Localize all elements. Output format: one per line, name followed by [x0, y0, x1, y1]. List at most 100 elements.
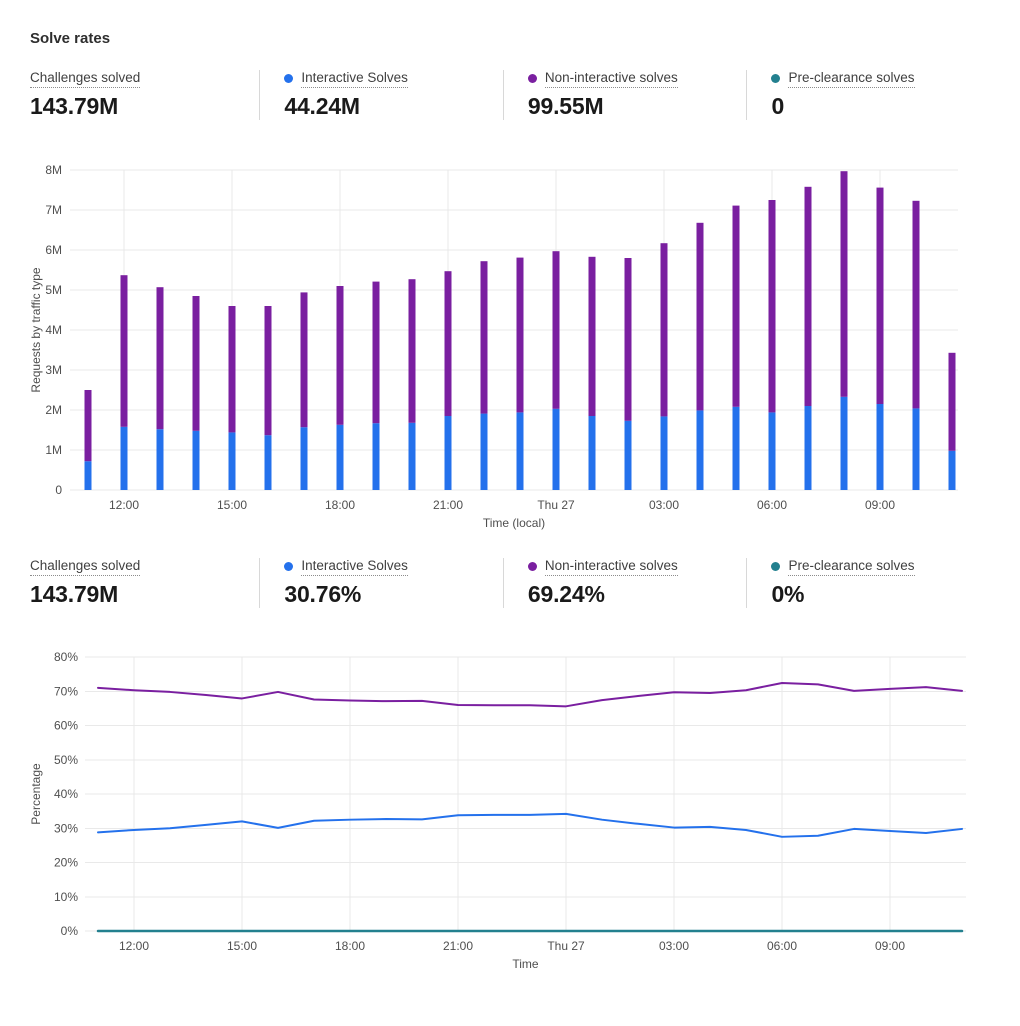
bar-segment	[300, 427, 308, 490]
stat-label-challenges-solved[interactable]: Challenges solved	[30, 558, 141, 576]
stat-label-non-interactive-solves[interactable]: Non-interactive solves	[544, 558, 678, 576]
y-tick-label: 10%	[54, 890, 78, 904]
bar-segment	[552, 251, 560, 409]
y-tick-label: 70%	[54, 684, 78, 698]
y-tick-label: 80%	[54, 650, 78, 664]
stat-label-interactive-solves[interactable]: Interactive Solves	[301, 558, 408, 576]
y-tick-label: 6M	[45, 243, 62, 257]
stats-row-counts: Challenges solved 143.79M Interactive So…	[30, 70, 990, 120]
y-tick-label: 0	[55, 483, 62, 497]
solve-rates-page: Solve rates Challenges solved 143.79M In…	[0, 30, 1020, 976]
solve-percentage-chart[interactable]: 0% 10% 20% 30% 40% 50% 60% 70% 80% 12:00 15:00 18:0…	[0, 646, 1020, 976]
stat-value-challenges-solved: 143.79M	[30, 93, 119, 119]
bar-segment	[480, 413, 488, 490]
y-axis-title: Requests by traffic type	[29, 267, 43, 393]
bar-segment	[552, 408, 560, 490]
y-tick-label: 30%	[54, 821, 78, 835]
bar-segment	[840, 396, 848, 490]
non-interactive-solves-dot-icon	[527, 562, 537, 571]
x-tick-label: 21:00	[443, 939, 473, 953]
bar-segment	[624, 420, 632, 490]
x-axis-title: Time	[512, 957, 539, 971]
x-tick-label: 06:00	[767, 939, 797, 953]
bar-segment	[408, 422, 416, 490]
stat-value-non-interactive-solves-pct: 69.24%	[527, 581, 605, 607]
stat-label-interactive-solves[interactable]: Interactive Solves	[301, 70, 408, 88]
x-tick-label: 06:00	[757, 498, 787, 512]
bar-segment	[660, 416, 668, 490]
bar-segment	[408, 279, 416, 423]
stat-pre-clearance-solves-pct: Pre-clearance solves 0%	[746, 558, 990, 608]
y-tick-label: 4M	[45, 323, 62, 337]
bar-segment	[300, 292, 308, 428]
y-axis-title: Percentage	[29, 763, 43, 825]
y-tick-label: 3M	[45, 363, 62, 377]
stat-interactive-solves: Interactive Solves 44.24M	[259, 70, 503, 120]
bar-segment	[588, 256, 596, 416]
y-tick-label: 7M	[45, 203, 62, 217]
bar-segment	[480, 261, 488, 414]
bar-segment	[588, 416, 596, 490]
stat-label-pre-clearance-solves[interactable]: Pre-clearance solves	[788, 558, 915, 576]
x-tick-label: 18:00	[335, 939, 365, 953]
stat-interactive-solves-pct: Interactive Solves 30.76%	[259, 558, 503, 608]
bar-segment	[336, 286, 344, 425]
x-tick-label: 12:00	[119, 939, 149, 953]
stat-challenges-solved: Challenges solved 143.79M	[30, 70, 259, 120]
non-interactive-solves-dot-icon	[527, 74, 537, 83]
x-tick-label: Thu 27	[547, 939, 585, 953]
y-tick-label: 0%	[61, 924, 79, 938]
bar-segment	[120, 426, 128, 490]
stat-label-challenges-solved[interactable]: Challenges solved	[30, 70, 141, 88]
y-tick-label: 5M	[45, 283, 62, 297]
requests-by-traffic-type-chart[interactable]: 0 1M 2M 3M 4M 5M 6M 7M 8M 12:00 15:00 18:00 21:00 Thu…	[0, 150, 1020, 536]
bar-segment	[192, 430, 200, 490]
y-tick-label: 2M	[45, 403, 62, 417]
bar-segment	[516, 257, 524, 413]
stat-value-interactive-solves: 44.24M	[284, 93, 360, 119]
pre-clearance-solves-dot-icon	[771, 74, 781, 83]
x-tick-label: 15:00	[217, 498, 247, 512]
stat-value-pre-clearance-solves-pct: 0%	[771, 581, 805, 607]
bar-segment	[768, 200, 776, 413]
bar-segment	[840, 171, 848, 397]
x-tick-label: 12:00	[109, 498, 139, 512]
bar-segment	[444, 271, 452, 416]
y-tick-label: 20%	[54, 856, 78, 870]
stat-value-pre-clearance-solves: 0	[771, 93, 785, 119]
stat-non-interactive-solves-pct: Non-interactive solves 69.24%	[502, 558, 747, 608]
bar-segment	[84, 390, 92, 462]
x-tick-label: Thu 27	[537, 498, 575, 512]
stat-pre-clearance-solves: Pre-clearance solves 0	[746, 70, 990, 120]
bar-segment	[660, 243, 668, 417]
stats-row-percentages: Challenges solved 143.79M Interactive So…	[30, 558, 990, 608]
bar-segment	[948, 352, 956, 451]
series-line	[97, 682, 963, 708]
page-title: Solve rates	[30, 30, 111, 47]
series-line	[97, 812, 963, 838]
bar-segment	[192, 296, 200, 431]
bar-segment	[264, 435, 272, 490]
bar-segment	[156, 429, 164, 490]
bar-segment	[696, 222, 704, 411]
y-tick-label: 50%	[54, 753, 78, 767]
stat-label-non-interactive-solves[interactable]: Non-interactive solves	[544, 70, 678, 88]
y-tick-label: 40%	[54, 787, 78, 801]
stat-label-pre-clearance-solves[interactable]: Pre-clearance solves	[788, 70, 915, 88]
bar-segment	[228, 306, 236, 433]
bar-segment	[372, 281, 380, 424]
x-tick-label: 18:00	[325, 498, 355, 512]
x-tick-label: 03:00	[649, 498, 679, 512]
x-tick-label: 21:00	[433, 498, 463, 512]
bar-segment	[444, 416, 452, 490]
stat-non-interactive-solves: Non-interactive solves 99.55M	[502, 70, 747, 120]
interactive-solves-dot-icon	[284, 562, 294, 571]
bar-segment	[264, 306, 272, 436]
bar-segment	[768, 412, 776, 490]
pre-clearance-solves-dot-icon	[771, 562, 781, 571]
x-tick-label: 09:00	[865, 498, 895, 512]
x-axis-title: Time (local)	[483, 516, 545, 530]
y-tick-label: 1M	[45, 443, 62, 457]
bar-segment	[516, 412, 524, 490]
bar-segment	[156, 287, 164, 430]
